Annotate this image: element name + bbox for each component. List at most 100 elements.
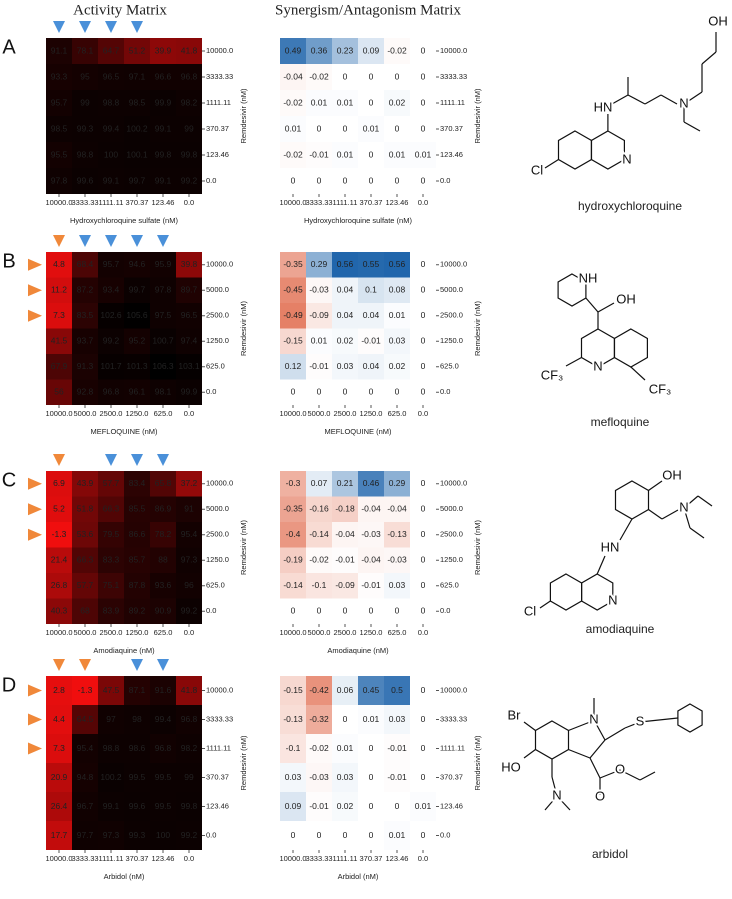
ring — [614, 480, 650, 520]
x-tick-label: 2500.0 — [334, 628, 357, 637]
bond — [568, 721, 591, 732]
heatmap-cell — [98, 38, 124, 64]
y-axis-label: Remdesivir (nM) — [473, 301, 482, 357]
cell-label: 0 — [421, 97, 426, 107]
heatmap-cell — [410, 547, 436, 573]
cell-label: 98.2 — [181, 743, 198, 753]
heatmap-cell — [384, 142, 410, 168]
cell-label: 98.1 — [155, 387, 172, 397]
cell-label: -0.02 — [309, 743, 329, 753]
heatmap-cell — [410, 168, 436, 194]
bond — [661, 509, 679, 520]
heatmap-cell — [124, 38, 150, 64]
heatmap-cell — [306, 547, 332, 573]
cell-label: 0.09 — [285, 801, 302, 811]
cell-label: 95.2 — [129, 336, 146, 346]
heatmap-cell — [176, 676, 202, 705]
heatmap-cell — [124, 303, 150, 329]
heatmap-cell — [124, 792, 150, 821]
heatmap-cell — [98, 303, 124, 329]
y-tick-label: 0.0 — [440, 387, 450, 396]
heatmap-cell — [72, 705, 98, 734]
heatmap-cell — [410, 763, 436, 792]
y-tick-label: 0.0 — [440, 830, 450, 839]
y-tick-label: 2500.0 — [206, 530, 229, 539]
cell-label: 0 — [369, 606, 374, 616]
x-tick-label: 2500.0 — [100, 409, 123, 418]
row-marker — [28, 503, 42, 516]
heatmap-cell — [358, 496, 384, 522]
compound-name: hydroxychloroquine — [578, 199, 682, 213]
cell-label: 0 — [369, 175, 374, 185]
y-tick-label: 1111.11 — [440, 743, 465, 752]
cell-label: -0.01 — [387, 772, 407, 782]
heatmap-cell — [280, 379, 306, 405]
cell-label: 0 — [343, 606, 348, 616]
cell-label: -0.02 — [309, 71, 329, 81]
cell-label: 0 — [343, 71, 348, 81]
x-tick-label: 0.0 — [184, 198, 194, 207]
cell-label: -0.01 — [361, 336, 381, 346]
heatmap-cell — [384, 792, 410, 821]
y-tick-label: 370.37 — [440, 124, 463, 133]
cell-label: 0 — [369, 387, 374, 397]
heatmap-cell — [384, 116, 410, 142]
heatmap-cell — [410, 116, 436, 142]
cell-label: 0.12 — [285, 361, 302, 371]
heatmap-cell — [332, 547, 358, 573]
heatmap-cell — [72, 792, 98, 821]
heatmap-cell — [384, 821, 410, 850]
atom-label: NH — [579, 270, 598, 285]
x-axis-label: Arbidol (nM) — [104, 872, 145, 881]
cell-label: 97.1 — [129, 71, 146, 81]
cell-label: -0.35 — [283, 504, 303, 514]
cell-label: 93.3 — [51, 71, 68, 81]
heatmap-cell — [176, 522, 202, 548]
cell-label: 0.02 — [389, 361, 406, 371]
heatmap-cell — [72, 379, 98, 405]
x-tick-label: 370.37 — [126, 198, 149, 207]
heatmap-cell — [150, 792, 176, 821]
heatmap-cell — [280, 64, 306, 90]
cell-label: 90.9 — [155, 606, 172, 616]
heatmap-cell — [332, 168, 358, 194]
cell-label: -0.02 — [283, 149, 303, 159]
cell-label: 0 — [369, 801, 374, 811]
cell-label: 96.8 — [155, 743, 172, 753]
atom-label: O — [595, 788, 605, 803]
cell-label: 65.8 — [155, 478, 172, 488]
cell-label: 99.4 — [103, 123, 120, 133]
bond — [648, 480, 663, 491]
heatmap-cell — [176, 573, 202, 599]
column-marker — [105, 454, 117, 466]
cell-label: -0.15 — [283, 685, 303, 695]
cell-label: 0.56 — [389, 259, 406, 269]
bond — [624, 721, 641, 729]
cell-label: 68 — [80, 606, 90, 616]
heatmap-cell — [332, 252, 358, 278]
x-tick-label: 1111.11 — [99, 854, 124, 863]
cell-label: 89.7 — [181, 285, 198, 295]
heatmap-cell — [150, 471, 176, 497]
cell-label: 99.6 — [129, 801, 146, 811]
heatmap-cell — [306, 116, 332, 142]
heatmap-cell — [384, 354, 410, 380]
heatmap-cell — [358, 705, 384, 734]
cell-label: 99 — [80, 97, 90, 107]
bond — [585, 297, 599, 313]
heatmap-cell — [124, 252, 150, 278]
heatmap-cell — [46, 90, 72, 116]
heatmap-cell — [358, 676, 384, 705]
cell-label: 0 — [369, 772, 374, 782]
row-marker — [28, 684, 42, 697]
cell-label: 98.8 — [103, 97, 120, 107]
heatmap-cell — [384, 168, 410, 194]
bond — [644, 94, 662, 105]
heatmap-cell — [306, 354, 332, 380]
x-tick-label: 0.0 — [418, 854, 428, 863]
x-tick-label: 123.46 — [152, 854, 175, 863]
cell-label: 93.6 — [155, 580, 172, 590]
cell-label: 0 — [343, 175, 348, 185]
heatmap-cell — [384, 64, 410, 90]
x-tick-label: 3333.33 — [305, 854, 332, 863]
